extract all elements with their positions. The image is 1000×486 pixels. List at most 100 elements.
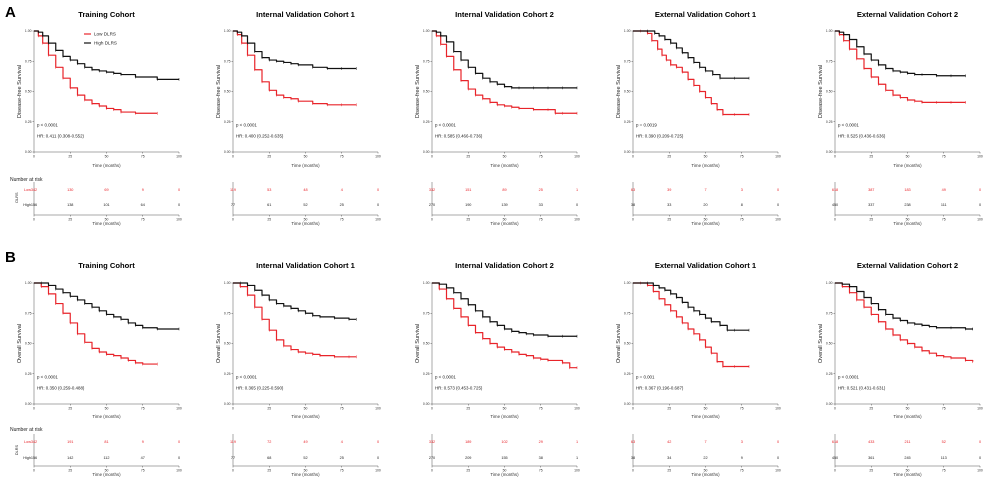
x-axis-label: Time (months) [92, 163, 121, 168]
y-tick-label: 0.75 [826, 59, 833, 63]
risk-x-tick-label: 50 [906, 218, 910, 222]
risk-x-tick-label: 25 [68, 469, 72, 473]
y-tick-label: 0.50 [224, 90, 231, 94]
y-tick-label: 0.00 [25, 150, 32, 154]
risk-count-high: 156 [31, 456, 37, 460]
risk-x-tick-label: 50 [105, 218, 109, 222]
y-tick-label: 0.50 [423, 342, 430, 346]
risk-x-tick-label: 25 [466, 469, 470, 473]
risk-count-low: 9 [142, 188, 144, 192]
y-axis-label: Overall Survival [415, 324, 421, 363]
x-tick-label: 50 [503, 155, 507, 159]
y-tick-label: 0.25 [826, 372, 833, 376]
risk-x-tick-label: 50 [304, 218, 308, 222]
risk-x-tick-label: 100 [775, 218, 781, 222]
p-value: p < 0.0001 [435, 375, 456, 380]
risk-x-tick-label: 75 [942, 469, 946, 473]
risk-x-axis-label: Time (months) [893, 221, 922, 226]
x-tick-label: 0 [632, 407, 634, 411]
p-value: p < 0.0001 [838, 123, 859, 128]
risk-count-high: 0 [377, 203, 379, 207]
km-panel-7: Internal Validation Cohort 1 0.00 0.25 0.50… [216, 261, 381, 477]
risk-x-tick-label: 0 [834, 469, 836, 473]
risk-x-axis-label: Time (months) [92, 472, 121, 477]
x-tick-label: 75 [539, 407, 543, 411]
risk-count-low: 119 [230, 440, 236, 444]
hazard-ratio: HR: 0.400 (0.252-0.635) [236, 133, 284, 138]
chart-title: External Validation Cohort 2 [857, 10, 958, 19]
panel-letter-a: A [5, 4, 16, 21]
y-tick-label: 0.50 [25, 90, 32, 94]
risk-count-low: 9 [142, 440, 144, 444]
risk-count-low: 39 [667, 188, 671, 192]
p-value: p < 0.0001 [236, 375, 257, 380]
risk-x-tick-label: 0 [632, 469, 634, 473]
y-axis-label: Disease-free Survival [818, 65, 824, 118]
x-tick-label: 25 [68, 155, 72, 159]
km-panel-1: Training Cohort 0.00 0.25 0.50 0.75 1.00 0 25 50… [10, 10, 182, 226]
hazard-ratio: HR: 0.365 (0.225-0.590) [236, 385, 284, 390]
p-value: p < 0.0001 [37, 375, 58, 380]
x-tick-label: 0 [33, 155, 35, 159]
low-dlrs-curve [34, 282, 158, 365]
risk-count-low: 618 [832, 440, 838, 444]
x-tick-label: 25 [267, 155, 271, 159]
low-dlrs-curve [835, 282, 974, 362]
y-tick-label: 1.00 [224, 29, 231, 33]
risk-x-axis-label: Time (months) [490, 472, 519, 477]
y-tick-label: 0.00 [224, 402, 231, 406]
risk-x-tick-label: 75 [740, 218, 744, 222]
hazard-ratio: HR: 0.367 (0.196-0.687) [636, 385, 684, 390]
risk-x-tick-label: 100 [977, 469, 983, 473]
chart-title: Training Cohort [78, 10, 135, 19]
risk-count-high: 0 [377, 456, 379, 460]
chart-title: Internal Validation Cohort 1 [256, 10, 356, 19]
risk-count-high: 112 [103, 456, 109, 460]
risk-count-low: 342 [31, 188, 37, 192]
risk-count-low: 0 [777, 440, 779, 444]
risk-x-tick-label: 0 [33, 469, 35, 473]
x-axis-label: Time (months) [291, 163, 320, 168]
risk-x-tick-label: 75 [740, 469, 744, 473]
risk-count-high: 38 [631, 456, 635, 460]
y-tick-label: 0.50 [25, 342, 32, 346]
risk-x-tick-label: 25 [68, 218, 72, 222]
km-panel-4: External Validation Cohort 1 0.00 0.25 0.50… [616, 10, 781, 226]
high-dlrs-curve [233, 30, 357, 70]
risk-row-label-high: High [23, 203, 31, 207]
y-tick-label: 1.00 [423, 281, 430, 285]
risk-count-low: 48 [303, 188, 307, 192]
risk-strata-label: DLRS [15, 444, 19, 455]
risk-row-label-high: High [23, 456, 31, 460]
risk-count-high: 156 [31, 203, 37, 207]
x-tick-label: 75 [942, 407, 946, 411]
y-tick-label: 0.75 [25, 311, 32, 315]
x-tick-label: 50 [906, 407, 910, 411]
risk-count-high: 20 [703, 203, 707, 207]
risk-count-high: 9 [741, 456, 743, 460]
x-tick-label: 50 [304, 407, 308, 411]
risk-x-tick-label: 25 [466, 218, 470, 222]
y-tick-label: 0.00 [826, 402, 833, 406]
hazard-ratio: HR: 0.525 (0.436-0.636) [838, 133, 886, 138]
risk-x-axis-label: Time (months) [691, 221, 720, 226]
y-tick-label: 0.25 [423, 120, 430, 124]
x-tick-label: 75 [740, 407, 744, 411]
y-tick-label: 0.25 [25, 372, 32, 376]
risk-x-tick-label: 0 [834, 218, 836, 222]
risk-count-low: 0 [979, 440, 981, 444]
risk-x-tick-label: 25 [869, 469, 873, 473]
y-tick-label: 0.25 [826, 120, 833, 124]
hazard-ratio: HR: 0.521 (0.431-0.631) [838, 385, 886, 390]
risk-count-high: 245 [904, 456, 910, 460]
risk-count-low: 0 [979, 188, 981, 192]
risk-count-low: 0 [777, 188, 779, 192]
risk-x-tick-label: 100 [574, 469, 580, 473]
risk-count-low: 52 [942, 440, 946, 444]
risk-count-low: 191 [67, 440, 73, 444]
panel-letter-b: B [5, 249, 16, 266]
risk-count-low: 119 [230, 188, 236, 192]
x-tick-label: 100 [977, 407, 983, 411]
risk-count-low: 151 [465, 188, 471, 192]
risk-count-high: 38 [539, 456, 543, 460]
